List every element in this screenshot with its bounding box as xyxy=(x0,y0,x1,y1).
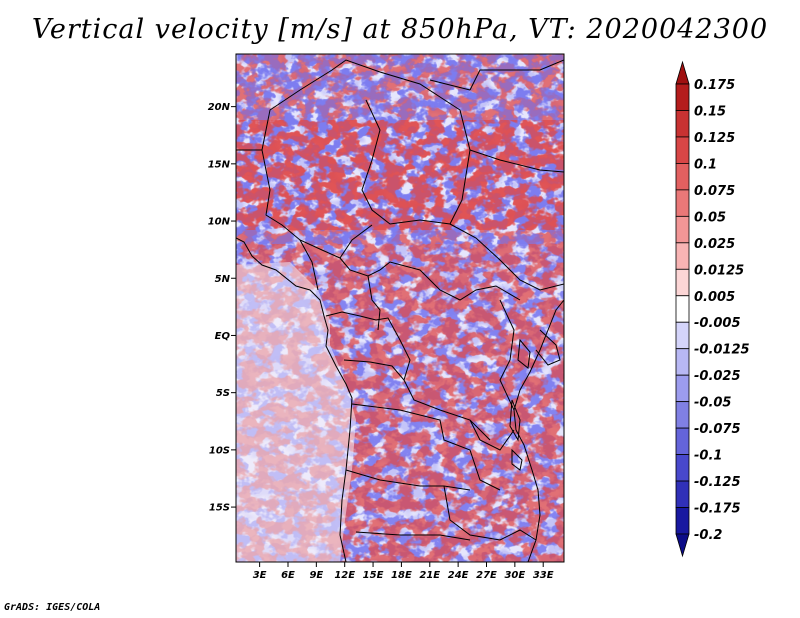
plot-title: Vertical velocity [m/s] at 850hPa, VT: 2… xyxy=(31,14,769,45)
colorbar-swatch xyxy=(675,268,690,297)
lon-tick-label: 15E xyxy=(363,570,384,581)
colorbar-max-arrow xyxy=(675,60,690,85)
colorbar-swatch xyxy=(675,215,690,244)
colorbar-swatch xyxy=(675,507,690,535)
colorbar-level-label: 0.005 xyxy=(694,290,735,305)
colorbar-swatch xyxy=(675,348,690,376)
lon-tick-label: 12E xyxy=(334,570,355,581)
colorbar-level-label: -0.1 xyxy=(694,449,722,464)
longitude-axis: 3E 6E 9E 12E 15E 18E 21E 24E 27E 30E 33E xyxy=(253,562,554,581)
colorbar-swatch xyxy=(675,401,690,429)
lat-tick-label: 10S xyxy=(209,445,230,456)
colorbar-level-label: 0.025 xyxy=(694,237,735,252)
lon-tick-label: 24E xyxy=(448,570,469,581)
colorbar-level-label: -0.175 xyxy=(694,502,741,517)
colorbar-level-label: -0.2 xyxy=(694,528,722,543)
colorbar-swatch xyxy=(675,480,690,508)
map-frame xyxy=(235,53,565,563)
lon-tick-label: 21E xyxy=(419,570,440,581)
country-borders xyxy=(236,59,564,562)
lat-tick-label: 5N xyxy=(215,274,231,285)
latitude-axis: 20N 15N 10N 5N EQ 5S 10S 15S xyxy=(208,102,236,514)
colorbar-swatch xyxy=(675,454,690,482)
colorbar-level-label: -0.075 xyxy=(694,422,741,437)
lon-tick-label: 3E xyxy=(253,570,267,581)
lon-tick-label: 9E xyxy=(309,570,323,581)
lat-tick-label: 15N xyxy=(208,159,231,170)
colorbar-swatch xyxy=(675,110,690,138)
lat-tick-label: 5S xyxy=(216,388,230,399)
colorbar-level-label: 0.075 xyxy=(694,184,735,199)
lon-tick-label: 27E xyxy=(476,570,497,581)
colorbar-level-label: -0.0125 xyxy=(694,343,750,358)
colorbar-level-label: -0.005 xyxy=(694,316,741,331)
colorbar-swatch xyxy=(675,374,690,403)
lat-tick-label: EQ xyxy=(215,331,231,342)
colorbar-swatch xyxy=(675,295,690,323)
colorbar-swatch xyxy=(675,189,690,217)
lat-tick-label: 10N xyxy=(208,217,231,228)
colorbar-swatch xyxy=(675,163,690,191)
colorbar-level-label: 0.0125 xyxy=(694,263,744,278)
colorbar-swatch xyxy=(675,427,690,455)
lat-tick-label: 15S xyxy=(209,503,230,514)
lon-tick-label: 6E xyxy=(281,570,295,581)
lon-tick-label: 18E xyxy=(391,570,412,581)
colorbar-swatch xyxy=(675,136,690,164)
colorbar-level-label: -0.05 xyxy=(694,396,731,411)
colorbar-swatch xyxy=(675,83,690,111)
colorbar: 0.175 0.15 0.125 0.1 0.075 0.05 0.025 0.0125 0.0… xyxy=(675,60,750,558)
colorbar-level-label: 0.05 xyxy=(694,210,726,225)
colorbar-level-label: 0.15 xyxy=(694,104,726,119)
colorbar-swatch xyxy=(675,321,690,350)
lon-tick-label: 33E xyxy=(533,570,554,581)
lon-tick-label: 30E xyxy=(504,570,525,581)
lat-tick-label: 20N xyxy=(208,102,231,113)
colorbar-level-label: -0.125 xyxy=(694,475,741,490)
colorbar-level-label: 0.1 xyxy=(694,157,717,172)
colorbar-level-label: 0.125 xyxy=(694,131,735,146)
grads-credit: GrADS: IGES/COLA xyxy=(4,602,101,613)
colorbar-level-label: 0.175 xyxy=(694,78,735,93)
colorbar-level-label: -0.025 xyxy=(694,369,741,384)
colorbar-swatch xyxy=(675,242,690,270)
colorbar-min-arrow xyxy=(675,533,690,558)
velocity-field xyxy=(236,54,564,562)
